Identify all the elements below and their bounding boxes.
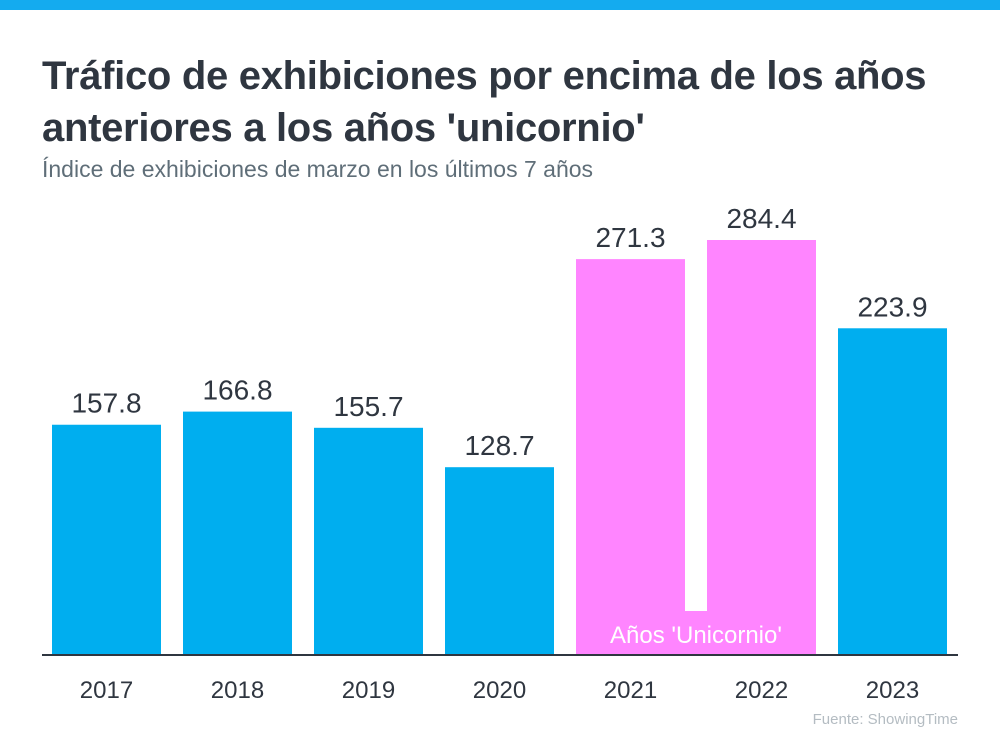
x-tick-2020: 2020 bbox=[473, 677, 526, 704]
bar-2022 bbox=[707, 240, 816, 655]
chart-subtitle: Índice de exhibiciones de marzo en los ú… bbox=[42, 156, 594, 182]
x-tick-2023: 2023 bbox=[866, 677, 919, 704]
value-label-2020: 128.7 bbox=[464, 430, 534, 461]
x-tick-2019: 2019 bbox=[342, 677, 395, 704]
value-label-2022: 284.4 bbox=[726, 203, 796, 234]
value-label-2021: 271.3 bbox=[595, 222, 665, 253]
bar-2018 bbox=[183, 411, 292, 655]
x-tick-2022: 2022 bbox=[735, 677, 788, 704]
bar-2019 bbox=[314, 427, 423, 655]
x-tick-2021: 2021 bbox=[604, 677, 657, 704]
bar-2021 bbox=[576, 259, 685, 655]
bar-2023 bbox=[838, 328, 947, 655]
unicorn-years-band bbox=[576, 611, 816, 655]
value-label-2017: 157.8 bbox=[71, 388, 141, 419]
value-label-2023: 223.9 bbox=[857, 291, 927, 322]
value-labels-group: 157.8 166.8 155.7 128.7 271.3 284.4 223.9 bbox=[71, 203, 927, 461]
x-tick-2018: 2018 bbox=[211, 677, 264, 704]
chart-title: Tráfico de exhibiciones por encima de lo… bbox=[42, 54, 927, 150]
x-tick-labels-group: 2017 2018 2019 2020 2021 2022 2023 bbox=[80, 677, 919, 704]
value-label-2019: 155.7 bbox=[333, 391, 403, 422]
value-label-2018: 166.8 bbox=[202, 375, 272, 406]
unicorn-years-annotation: Años 'Unicornio' bbox=[610, 622, 782, 649]
bar-2017 bbox=[52, 424, 161, 655]
bar-2020 bbox=[445, 467, 554, 655]
bars-group: Años 'Unicornio' bbox=[52, 240, 947, 655]
source-note: Fuente: ShowingTime bbox=[812, 711, 958, 728]
top-accent-stripe bbox=[0, 0, 1000, 10]
x-tick-2017: 2017 bbox=[80, 677, 133, 704]
